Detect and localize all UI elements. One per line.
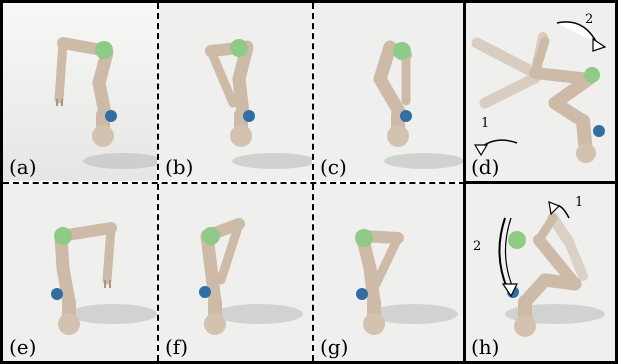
panel-d: 2 1 (d) xyxy=(465,3,615,181)
robot-scene-a xyxy=(3,3,157,181)
panel-h-border xyxy=(463,181,618,364)
robot-scene-f xyxy=(159,184,312,361)
panel-e: (e) xyxy=(3,184,157,361)
arrow-label-d-1: 1 xyxy=(481,116,489,131)
panel-d-border xyxy=(463,0,618,184)
panel-f: (f) xyxy=(159,184,312,361)
panel-a: (a) xyxy=(3,3,157,181)
panel-label-b: (b) xyxy=(165,155,194,179)
robot-scene-h: 1 2 xyxy=(465,184,615,361)
panel-label-a: (a) xyxy=(9,155,37,179)
panel-label-g: (g) xyxy=(320,335,349,359)
arrow-label-h-1: 1 xyxy=(575,195,583,210)
robot-scene-c xyxy=(314,3,463,181)
panel-b: (b) xyxy=(159,3,312,181)
arrow-label-h-2: 2 xyxy=(473,239,481,254)
panel-c: (c) xyxy=(314,3,463,181)
panel-h: 1 2 (h) xyxy=(465,184,615,361)
divider-h xyxy=(3,182,465,184)
arrow-label-d-2: 2 xyxy=(585,12,593,27)
robot-scene-b xyxy=(159,3,312,181)
panel-label-c: (c) xyxy=(320,155,347,179)
panel-g: (g) xyxy=(314,184,463,361)
robot-scene-e xyxy=(3,184,157,361)
panel-label-f: (f) xyxy=(165,335,189,359)
panel-label-h: (h) xyxy=(471,335,500,359)
robot-scene-g xyxy=(314,184,463,361)
panel-label-d: (d) xyxy=(471,155,500,179)
robot-scene-d: 2 1 xyxy=(465,3,615,181)
panel-label-e: (e) xyxy=(9,335,37,359)
